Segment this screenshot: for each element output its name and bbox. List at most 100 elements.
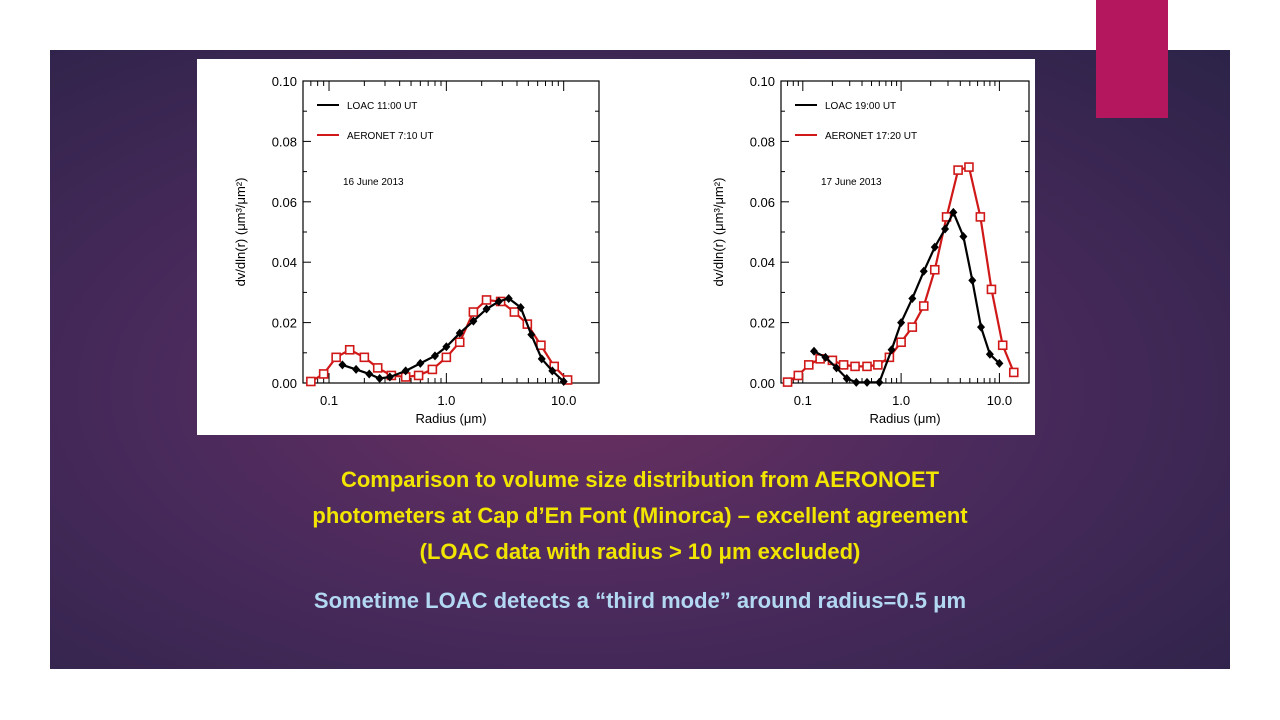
data-point xyxy=(344,344,355,355)
data-point xyxy=(985,349,994,359)
data-point xyxy=(977,322,986,332)
y-tick-label: 0.08 xyxy=(750,134,775,149)
data-point xyxy=(469,316,478,326)
legend-label: LOAC 19:00 UT xyxy=(825,101,896,112)
data-point xyxy=(413,370,424,381)
data-point xyxy=(832,363,841,373)
data-point xyxy=(359,352,370,363)
data-point xyxy=(338,360,347,370)
data-point xyxy=(442,342,451,352)
data-point xyxy=(455,328,464,338)
data-point xyxy=(385,372,394,382)
y-tick-label: 0.00 xyxy=(750,376,775,391)
date-annotation: 16 June 2013 xyxy=(343,177,404,188)
data-point xyxy=(896,337,906,348)
chart-2: 0.00 0.02 0.04 0.06 0.08 0.10 0.1 1.0 10.0 Radius… xyxy=(711,74,1030,426)
legend-label: AERONET 7:10 UT xyxy=(347,131,434,142)
caption-main: Comparison to volume size distribution f… xyxy=(120,462,1160,570)
data-point xyxy=(548,366,557,376)
data-point xyxy=(850,361,860,372)
data-point xyxy=(997,340,1008,351)
plot-frame xyxy=(302,80,600,384)
data-point xyxy=(509,307,520,317)
data-point xyxy=(862,361,872,372)
data-point xyxy=(959,232,968,242)
data-point xyxy=(875,377,884,387)
series-line xyxy=(813,209,1001,384)
data-point xyxy=(897,318,906,328)
y-axis-label: dv/dln(r) (μm³/μm²) xyxy=(711,178,726,287)
x-tick-label: 0.1 xyxy=(794,393,812,408)
series-line xyxy=(787,165,1015,384)
series-line xyxy=(310,298,569,383)
y-tick-label: 0.10 xyxy=(272,74,297,89)
data-point xyxy=(887,345,896,355)
x-tick-label: 0.1 xyxy=(320,393,338,408)
x-tick-label: 1.0 xyxy=(437,393,455,408)
data-point xyxy=(821,352,830,362)
data-point xyxy=(537,354,546,364)
caption-note: Sometime LOAC detects a “third mode” aro… xyxy=(313,588,967,613)
x-tick-label: 10.0 xyxy=(551,393,576,408)
data-point xyxy=(494,296,503,306)
date-annotation: 17 June 2013 xyxy=(821,177,882,188)
data-point xyxy=(504,293,513,303)
data-point xyxy=(941,224,950,234)
y-axis-label: dv/dln(r) (μm³/μm²) xyxy=(233,178,248,287)
accent-tab xyxy=(1096,0,1168,118)
x-tick-label: 10.0 xyxy=(987,393,1012,408)
y-tick-label: 0.04 xyxy=(750,255,775,270)
y-tick-label: 0.08 xyxy=(272,134,297,149)
data-point xyxy=(306,376,316,387)
data-point xyxy=(375,373,384,383)
y-tick-label: 0.02 xyxy=(272,316,297,331)
data-point xyxy=(516,303,525,312)
data-point xyxy=(986,284,997,295)
data-point xyxy=(1008,367,1019,378)
y-tick-label: 0.06 xyxy=(750,195,775,210)
data-point xyxy=(482,304,491,314)
data-point xyxy=(416,358,425,368)
legend-label: LOAC 11:00 UT xyxy=(347,101,417,112)
data-point xyxy=(873,360,883,370)
data-point xyxy=(401,366,410,376)
data-point xyxy=(352,364,361,374)
y-tick-label: 0.04 xyxy=(272,255,297,270)
caption-line-3: (LOAC data with radius > 10 μm excluded) xyxy=(419,539,861,564)
data-point xyxy=(527,330,536,340)
data-point xyxy=(949,207,958,217)
data-point xyxy=(964,162,974,172)
data-point xyxy=(430,351,439,361)
data-point xyxy=(929,264,940,275)
data-point xyxy=(365,369,374,379)
data-point xyxy=(782,377,793,387)
data-point xyxy=(372,363,383,373)
data-point xyxy=(852,377,861,387)
data-point xyxy=(918,301,929,311)
data-point xyxy=(995,358,1004,368)
data-point xyxy=(481,295,492,305)
caption-line-2: photometers at Cap d’En Font (Minorca) –… xyxy=(312,503,968,528)
data-point xyxy=(908,293,917,303)
legend-label: AERONET 17:20 UT xyxy=(825,131,917,142)
figure-panel: 0.00 0.02 0.04 0.06 0.08 0.10 0.1 1.0 10.0 Radius… xyxy=(197,59,1035,435)
data-point xyxy=(468,307,479,317)
x-axis-label: Radius (μm) xyxy=(415,411,486,426)
x-axis-label: Radius (μm) xyxy=(869,411,940,426)
data-point xyxy=(803,360,814,370)
data-point xyxy=(842,373,851,383)
data-point xyxy=(919,266,928,276)
data-point xyxy=(953,165,963,175)
data-point xyxy=(441,352,452,363)
data-point xyxy=(930,242,939,252)
charts-svg: 0.00 0.02 0.04 0.06 0.08 0.10 0.1 1.0 10.0 Radius… xyxy=(233,74,1030,426)
x-tick-label: 1.0 xyxy=(892,393,910,408)
data-point xyxy=(793,370,804,381)
data-point xyxy=(454,337,465,348)
y-tick-label: 0.00 xyxy=(272,376,297,391)
data-point xyxy=(975,212,986,222)
data-point xyxy=(427,364,438,375)
data-point xyxy=(810,346,819,356)
data-point xyxy=(968,275,977,285)
data-point xyxy=(863,377,872,387)
